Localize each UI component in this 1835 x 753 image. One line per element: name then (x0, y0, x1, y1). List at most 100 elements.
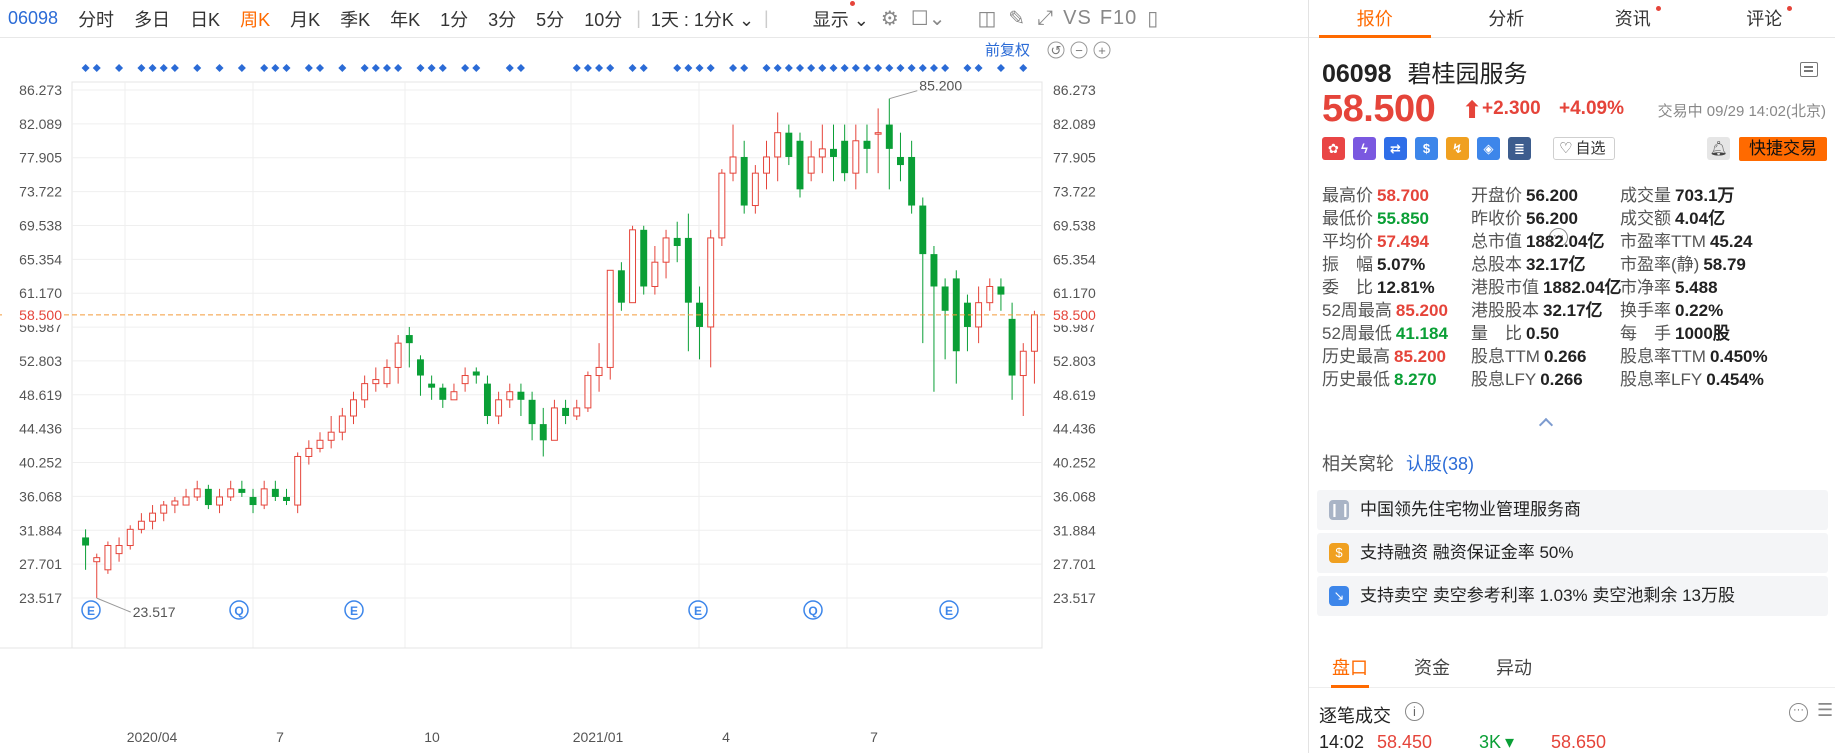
pencil-icon[interactable]: ✎ (1008, 8, 1026, 30)
candle (528, 391, 536, 441)
period-tab[interactable]: 5分 (536, 9, 565, 30)
tag-icon[interactable]: ◈ (1477, 137, 1500, 160)
candle-body (874, 132, 882, 135)
candle-body (350, 399, 357, 417)
book-icon: ❙❙ (1329, 500, 1351, 520)
bottom-tab[interactable]: 异动 (1496, 658, 1532, 678)
y-tick-label-left: 23.517 (19, 590, 62, 606)
signal-dot (840, 64, 849, 72)
event-letter: E (87, 604, 95, 618)
stat-label: 52周最低 (1322, 324, 1392, 343)
settings-icon[interactable]: ⚙ (880, 8, 899, 30)
y-tick-label-left: 69.538 (19, 217, 62, 233)
stat-value: 55.850 (1377, 209, 1429, 228)
candle (182, 488, 190, 506)
candle-body (126, 528, 134, 547)
period-tab[interactable]: 月K (290, 9, 321, 30)
stat-label: 委 比 (1322, 278, 1373, 297)
candle-body (327, 431, 335, 441)
watchlist-button[interactable]: ♡ 自选 (1553, 137, 1616, 160)
candle-body (885, 124, 893, 149)
signal-dot (606, 64, 615, 72)
lightning-icon[interactable]: ϟ (1353, 137, 1376, 160)
shuffle-icon[interactable]: ⇄ (1384, 137, 1407, 160)
y-tick-label-left: 86.273 (19, 82, 62, 98)
y-tick-label-right: 27.701 (1053, 556, 1096, 572)
candlestick-chart[interactable]: 86.273 86.273 82.089 82.089 77.905 77.905 73.7… (0, 38, 1308, 753)
period-tab[interactable]: 周K (240, 9, 271, 30)
dollar-icon[interactable]: $ (1415, 137, 1438, 160)
period-tab[interactable]: 3分 (488, 9, 517, 30)
panel-menu-icon[interactable] (1800, 62, 1818, 77)
candle (160, 500, 168, 522)
warrants-link[interactable]: 认股(38) (1406, 454, 1475, 474)
trend-icon[interactable]: ↯ (1446, 137, 1469, 160)
hk-flag-icon[interactable]: ✿ (1322, 137, 1345, 160)
info-item[interactable]: ↘ 支持卖空 卖空参考利率 1.03% 卖空池剩余 13万股 (1317, 576, 1828, 616)
signal-dot (695, 64, 704, 72)
info-item[interactable]: $ 支持融资 融资保证金率 50% (1317, 533, 1828, 573)
panel-tab[interactable]: 报价 (1309, 0, 1441, 38)
signal-dot (929, 64, 938, 72)
fullscreen-icon[interactable]: ⤢ (1037, 7, 1054, 29)
candle-body (740, 156, 748, 206)
candle-body (662, 237, 670, 263)
quote-stat: 委 比 12.81% (1322, 273, 1435, 298)
f10-button[interactable]: F10 (1099, 7, 1138, 29)
candle (718, 169, 726, 247)
signal-dot (851, 64, 860, 72)
low-label: 23.517 (133, 604, 176, 620)
y-tick-label-left: 40.252 (19, 455, 62, 471)
panel-tab[interactable]: 评论 (1704, 0, 1835, 37)
period-tab[interactable]: 10分 (584, 9, 623, 30)
quick-trade-button[interactable]: 快捷交易 (1739, 137, 1827, 161)
period-tab[interactable]: 分时 (78, 9, 115, 30)
more-icon[interactable]: ··· (1549, 228, 1568, 247)
stock-header: 06098 碧桂园服务 (1322, 54, 1528, 89)
candle (751, 165, 759, 214)
price-line: 58.500 ⬆ +2.300 +4.09% 交易中 09/29 14:02(北… (1322, 88, 1826, 130)
compare-button[interactable]: VS (1063, 7, 1092, 29)
bottom-tab[interactable]: 盘口 (1309, 648, 1391, 688)
bell-icon[interactable]: 🔔︎ (1707, 137, 1730, 160)
chart-svg[interactable]: 86.273 86.273 82.089 82.089 77.905 77.905 73.7… (0, 38, 1308, 753)
period-tab[interactable]: 年K (390, 9, 421, 30)
camera-icon[interactable]: ◫ (977, 8, 997, 30)
trade-price: 58.450 (1377, 732, 1433, 752)
candle-body (104, 545, 112, 571)
signal-dot (115, 64, 124, 72)
multi-day-dropdown[interactable]: 1天 : 1分K ⌄ (645, 6, 760, 32)
period-tab[interactable]: 日K (190, 9, 221, 30)
candle-body (528, 399, 536, 425)
panel-tab[interactable]: 分析 (1441, 0, 1573, 37)
info-icon[interactable]: i (1405, 702, 1424, 721)
panel-tab[interactable]: 资讯 (1572, 0, 1704, 37)
event-letter: E (945, 604, 953, 618)
display-dropdown[interactable]: 显示 ⌄ (807, 6, 875, 32)
more-icon[interactable]: ··· (1789, 703, 1808, 722)
y-tick-label-left: 52.803 (19, 353, 62, 369)
period-tab[interactable]: 1分 (440, 9, 469, 30)
info-item[interactable]: ❙❙ 中国领先住宅物业管理服务商 (1317, 490, 1828, 530)
candle (417, 355, 424, 396)
draw-rect-icon[interactable]: ☐⌄ (910, 8, 946, 30)
watchlist-label: 自选 (1575, 140, 1606, 157)
symbol-code[interactable]: 06098 (8, 8, 59, 28)
period-tab[interactable]: 季K (340, 9, 371, 30)
stat-label: 股息LFY (1471, 370, 1537, 389)
candle-body (216, 496, 223, 506)
candle-body (517, 391, 525, 400)
stat-label: 52周最高 (1322, 301, 1392, 320)
columns-icon[interactable]: ☰ (1817, 700, 1834, 720)
candle (818, 124, 826, 174)
signal-dot (963, 64, 972, 72)
stat-value: 45.24 (1709, 232, 1753, 251)
candle-body (260, 488, 268, 506)
panel-toggle-icon[interactable]: ▯ (1147, 8, 1159, 30)
period-tab[interactable]: 多日 (134, 9, 171, 30)
signal-dot (1019, 64, 1028, 72)
candle (82, 529, 90, 570)
candle (394, 335, 402, 384)
bottom-tab[interactable]: 资金 (1414, 658, 1450, 678)
notepad-icon[interactable]: ≣ (1508, 137, 1531, 160)
